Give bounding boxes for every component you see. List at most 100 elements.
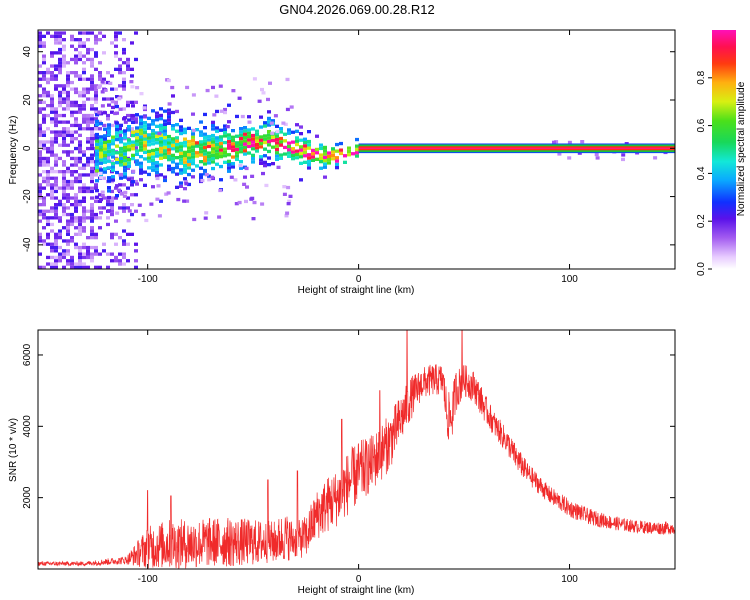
spectrogram-cell: [54, 31, 58, 35]
spectrogram-cell: [70, 87, 74, 91]
spectrogram-cell: [90, 160, 94, 164]
spectrogram-cell: [291, 153, 295, 157]
spectrogram-cell: [86, 160, 90, 164]
spectrogram-cell: [183, 160, 187, 164]
spectrogram-cell: [203, 145, 207, 150]
spectrogram-cell: [653, 156, 658, 160]
spectrogram-cell: [111, 142, 115, 146]
spectrogram-cell: [319, 143, 323, 147]
spectrogram-cell: [143, 121, 147, 125]
spectrogram-cell: [163, 139, 167, 143]
spectrogram-cell: [139, 131, 143, 136]
spectrogram-cell: [122, 107, 126, 111]
spectrogram-cell: [90, 130, 94, 134]
spectrogram-cell: [114, 87, 118, 91]
spectrogram-cell: [66, 252, 70, 256]
spectrogram-cell: [66, 153, 70, 157]
spectrogram-cell: [281, 121, 286, 125]
spectrogram-cell: [62, 212, 66, 217]
spectrogram-cell: [122, 80, 126, 85]
spectrogram-cell: [143, 104, 147, 108]
spectrogram-cell: [78, 107, 82, 111]
spectrogram-cell: [70, 173, 74, 177]
spectrogram-cell: [54, 156, 58, 161]
spectrogram-cell: [86, 57, 90, 62]
spectrogram-cell: [191, 93, 196, 97]
spectrogram-cell: [239, 143, 243, 147]
spectrogram-cell: [42, 57, 46, 62]
spectrogram-cell: [82, 90, 86, 95]
spectrogram-cell: [307, 166, 311, 170]
spectrogram-cell: [131, 140, 135, 144]
spectrogram-cell: [261, 171, 265, 176]
spectrogram-cell: [211, 166, 215, 171]
spectrogram-cell: [240, 114, 245, 119]
spectrogram-cell: [82, 71, 86, 75]
spectrogram-cell: [155, 151, 159, 155]
spectrogram-cell: [135, 126, 139, 130]
spectrogram-cell: [38, 130, 42, 134]
spectrogram-cell: [139, 141, 143, 146]
spectrogram-cell: [552, 140, 556, 144]
spectrogram-cell: [38, 34, 42, 38]
spectrogram-cell: [78, 150, 82, 154]
spectrogram-cell: [183, 170, 187, 174]
spectrogram-cell: [50, 242, 54, 246]
spectrogram-cell: [102, 77, 106, 81]
spectrogram-cell: [239, 130, 243, 134]
spectrogram-cell: [175, 123, 179, 127]
spectrogram-cell: [86, 255, 90, 260]
spectrogram-cell: [195, 151, 199, 155]
spectrogram-cell: [86, 137, 90, 141]
spectrogram-cell: [94, 54, 98, 58]
spectrogram-cell: [199, 166, 203, 170]
spectrogram-cell: [283, 139, 287, 143]
spectrogram-cell: [267, 133, 271, 137]
spectrogram-cell: [223, 134, 227, 138]
spectrogram-cell: [355, 144, 359, 148]
spectrogram-cell: [62, 163, 66, 167]
spectrogram-cell: [98, 38, 102, 42]
spectrogram-cell: [134, 100, 138, 104]
spectrogram-cell: [259, 158, 263, 162]
spectrogram-cell: [287, 148, 291, 152]
spectrogram-cell: [195, 144, 199, 148]
spectrogram-cell: [207, 141, 211, 145]
spectrogram-cell: [323, 155, 327, 159]
spectrogram-cell: [155, 161, 159, 165]
spectrogram-cell: [106, 117, 110, 121]
spectrogram-cell: [103, 134, 107, 138]
spectrogram-cell: [82, 216, 86, 220]
spectrogram-cell: [126, 259, 130, 263]
spectrogram-cell: [58, 203, 62, 207]
spectrogram-cell: [122, 84, 126, 88]
spectrogram-cell: [94, 94, 98, 98]
spectrogram-cell: [90, 97, 94, 101]
spectrogram-cell: [58, 31, 62, 35]
spectrogram-cell: [205, 88, 210, 93]
spectrogram-cell: [115, 157, 119, 161]
spectrogram-cell: [127, 177, 131, 182]
spectrogram-cell: [167, 134, 171, 139]
spectrogram-cell: [94, 183, 98, 187]
spectrogram-cell: [38, 38, 42, 42]
snr-background: [38, 330, 675, 569]
spectrogram-cell: [331, 150, 335, 154]
spectrogram-cell: [215, 129, 219, 133]
spectrogram-cell: [98, 171, 103, 176]
spectrogram-cell: [54, 196, 58, 200]
spectrogram-cell: [86, 146, 90, 151]
spectrogram-cell: [167, 115, 171, 119]
spectrogram-cell: [123, 190, 128, 195]
spectrogram-cell: [90, 57, 94, 62]
spectrogram-cell: [289, 105, 294, 109]
spectrogram-cell: [231, 155, 235, 159]
spectrogram-cell: [223, 107, 227, 112]
spectrogram-cell: [74, 216, 78, 220]
spectrogram-cell: [94, 199, 98, 203]
spectrogram-cell: [267, 120, 271, 124]
spectrogram-cell: [86, 77, 90, 81]
spectrogram-cell: [355, 154, 359, 158]
spectrogram-cell: [100, 190, 105, 194]
spectrogram-cell: [155, 124, 159, 128]
